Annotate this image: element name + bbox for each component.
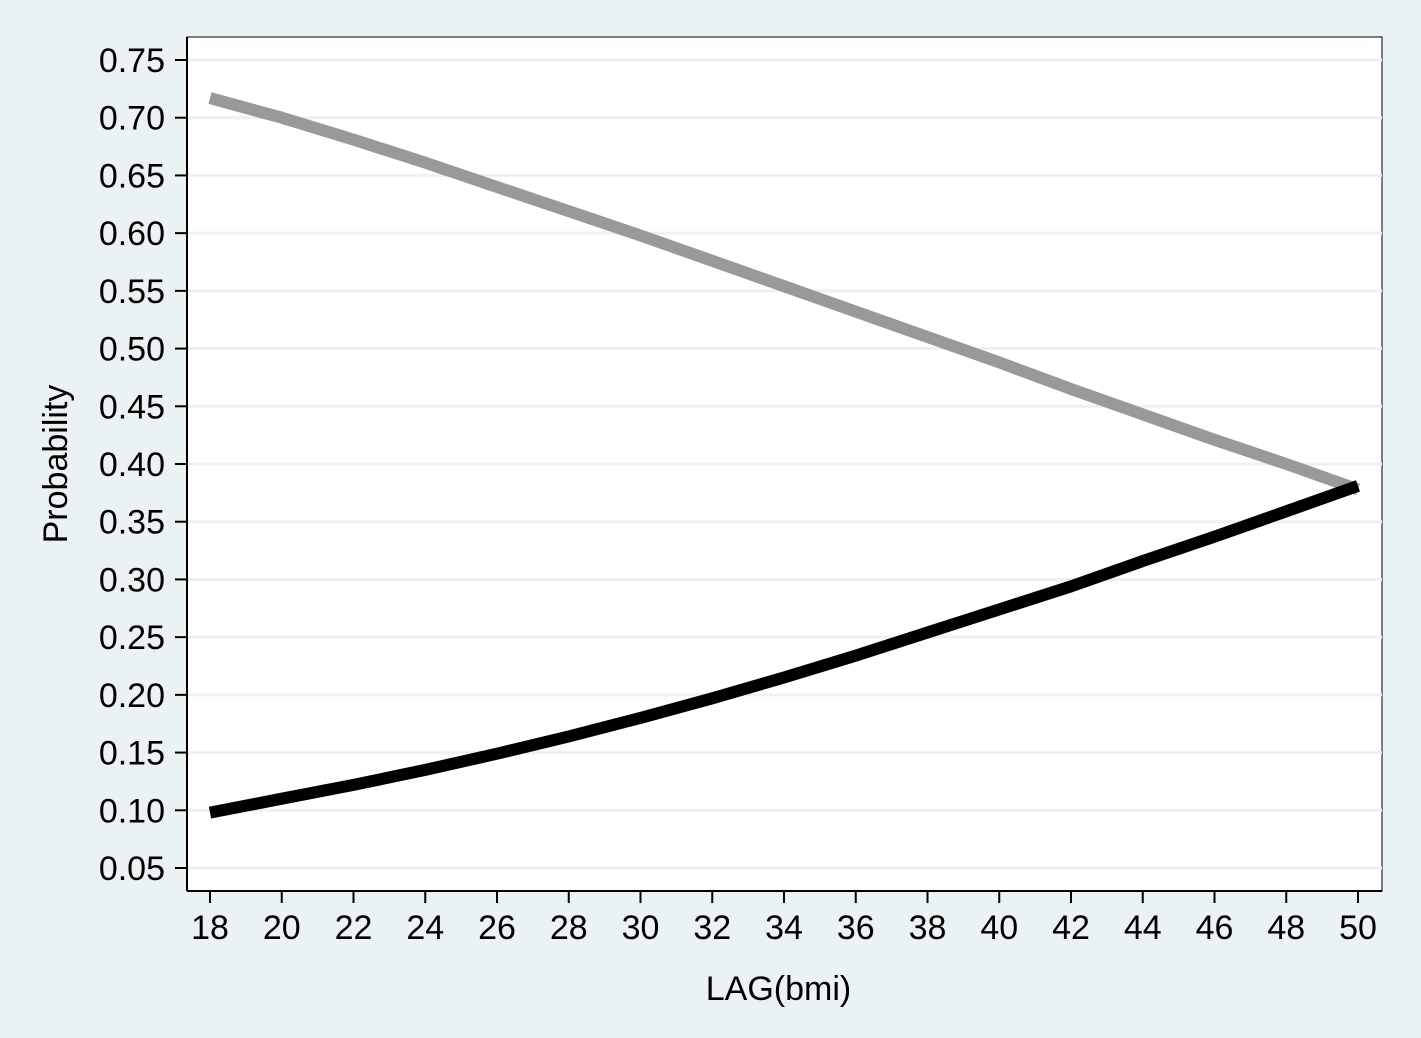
y-tick-label: 0.30 — [99, 561, 165, 599]
y-tick-label: 0.65 — [99, 157, 165, 195]
gridlines — [187, 58, 1382, 870]
x-tick-label: 46 — [1196, 909, 1234, 947]
y-tick-label: 0.35 — [99, 504, 165, 542]
y-tick-label: 0.05 — [99, 850, 165, 888]
x-tick-label: 30 — [622, 909, 660, 947]
y-tick-label: 0.60 — [99, 215, 165, 253]
series-lines — [208, 92, 1361, 819]
x-tick-label: 48 — [1267, 909, 1305, 947]
axes — [175, 37, 1382, 903]
y-tick-label: 0.75 — [99, 42, 165, 80]
x-tick-label: 26 — [478, 909, 516, 947]
x-axis-label: LAG(bmi) — [706, 970, 851, 1008]
y-tick-label: 0.20 — [99, 677, 165, 715]
x-tick-label: 28 — [550, 909, 588, 947]
tick-labels: 0.05 0.10 0.15 0.20 0.25 0.30 0.35 0.40 0.45 0.50… — [99, 42, 1377, 947]
x-tick-label: 20 — [263, 909, 301, 947]
y-tick-label: 0.55 — [99, 273, 165, 311]
x-tick-label: 44 — [1124, 909, 1162, 947]
x-tick-label: 36 — [837, 909, 875, 947]
series-line-1 — [208, 92, 1361, 496]
x-tick-label: 32 — [693, 909, 731, 947]
y-tick-label: 0.10 — [99, 792, 165, 830]
x-tick-label: 40 — [980, 909, 1018, 947]
x-tick-label: 50 — [1339, 909, 1377, 947]
y-tick-label: 0.45 — [99, 388, 165, 426]
x-tick-label: 18 — [191, 909, 229, 947]
x-tick-label: 38 — [909, 909, 947, 947]
x-tick-label: 42 — [1052, 909, 1090, 947]
y-tick-label: 0.40 — [99, 446, 165, 484]
y-tick-label: 0.50 — [99, 331, 165, 369]
y-axis-label: Probability — [37, 385, 75, 544]
y-tick-label: 0.25 — [99, 619, 165, 657]
x-tick-label: 34 — [765, 909, 803, 947]
series-line-2 — [208, 480, 1361, 819]
x-tick-label: 24 — [406, 909, 444, 947]
x-tick-label: 22 — [335, 909, 373, 947]
y-tick-label: 0.70 — [99, 100, 165, 138]
y-tick-label: 0.15 — [99, 735, 165, 773]
